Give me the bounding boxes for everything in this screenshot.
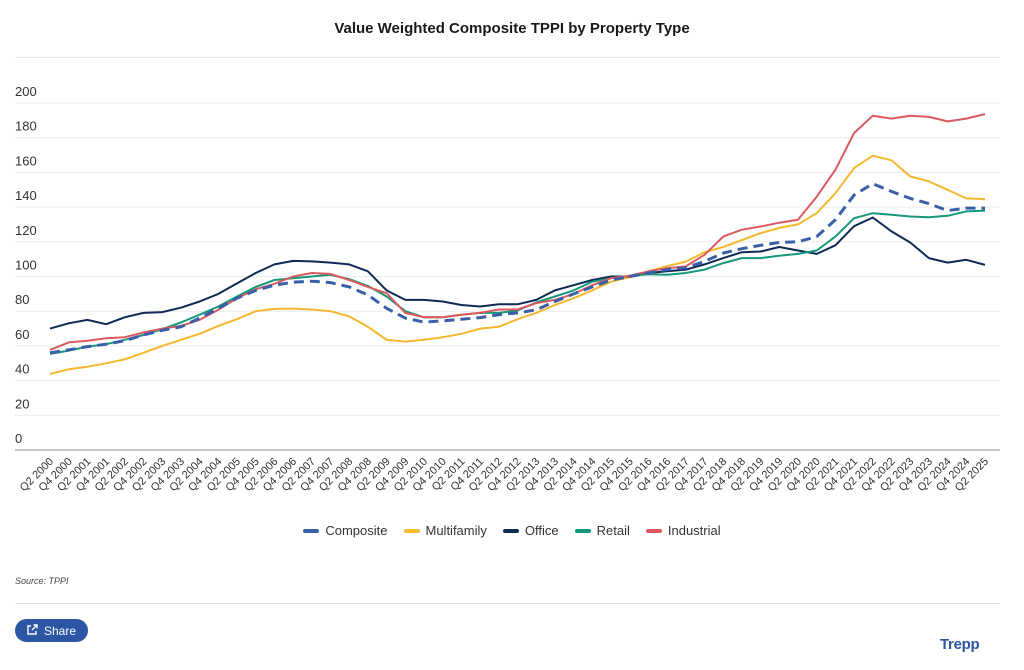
y-tick-label: 160 [15,153,37,168]
y-tick-label: 180 [15,119,37,134]
legend-label: Composite [325,523,388,538]
legend-item-office[interactable]: Office [502,523,559,538]
legend-label: Office [524,523,559,538]
y-tick-label: 140 [15,188,37,203]
share-icon [27,623,38,638]
source-note: Source: TPPI [15,576,69,586]
trepp-logo[interactable]: Trepp [940,636,980,653]
y-tick-label: 60 [15,327,29,342]
series-line-retail[interactable] [49,209,986,355]
y-tick-label: 100 [15,258,37,273]
legend-item-retail[interactable]: Retail [574,523,630,538]
series-line-office[interactable] [49,216,986,330]
y-tick-label: 0 [15,431,22,446]
y-axis-ticks: 0 20 40 60 80 100 120 140 160 180 200 [15,84,37,446]
share-button[interactable]: Share [15,619,88,642]
top-divider [15,57,1000,58]
chart-title: Value Weighted Composite TPPI by Propert… [334,20,690,37]
y-tick-label: 200 [15,84,37,99]
y-tick-label: 20 [15,396,29,411]
legend-swatch [645,528,662,533]
legend-swatch [574,528,591,533]
legend: Composite Multifamily Office Retail Industri… [0,523,1024,538]
legend-swatch [403,528,420,533]
series-line-industrial[interactable] [49,113,986,351]
legend-label: Retail [596,523,630,538]
y-tick-label: 40 [15,362,29,377]
legend-label: Industrial [667,523,721,538]
legend-swatch [303,528,320,533]
y-tick-label: 80 [15,292,29,307]
series-lines [49,113,986,375]
footer-divider [15,603,1000,604]
legend-label: Multifamily [425,523,487,538]
legend-swatch [502,528,519,533]
legend-item-multifamily[interactable]: Multifamily [403,523,487,538]
legend-item-industrial[interactable]: Industrial [645,523,721,538]
legend-item-composite[interactable]: Composite [303,523,388,538]
series-line-composite[interactable] [49,182,985,355]
series-line-multifamily[interactable] [49,154,986,375]
y-tick-label: 120 [15,223,37,238]
share-label: Share [43,623,77,638]
grid-lines [15,102,1000,451]
